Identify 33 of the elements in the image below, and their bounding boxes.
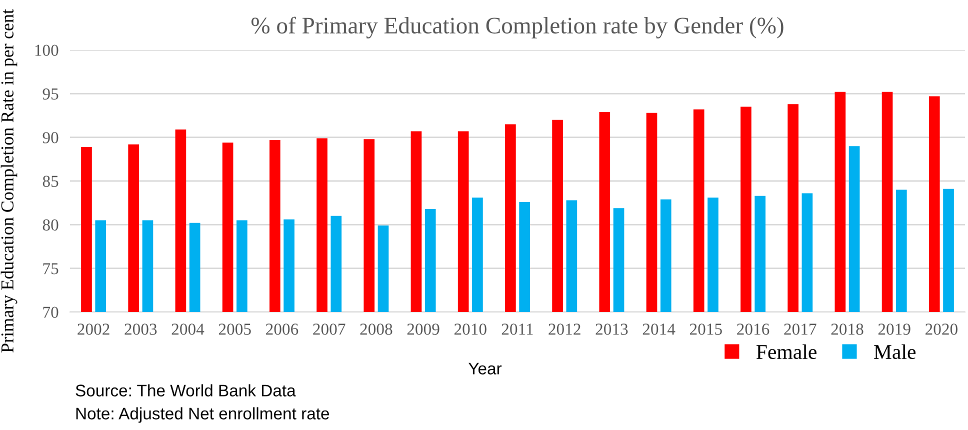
chart-title: % of Primary Education Completion rate by Gender (%) (251, 16, 784, 38)
x-tick-label: 2015 (690, 324, 722, 335)
x-tick-label: 2009 (407, 324, 440, 335)
y-tick-label: 70 (43, 306, 58, 318)
x-tick-label: 2003 (124, 324, 157, 335)
x-tick-label: 2006 (266, 324, 298, 335)
y-tick-label: 90 (42, 132, 58, 144)
legend-label: Male (874, 344, 916, 360)
x-tick-label: 2010 (454, 324, 486, 335)
x-tick-label: 2012 (548, 324, 580, 335)
x-tick-label: 2014 (642, 324, 676, 335)
text: Note: Adjusted Net enrollment rate (76, 407, 330, 423)
y-tick-label: 85 (42, 176, 58, 187)
x-tick-label: 2004 (172, 324, 204, 335)
x-tick-label: 2019 (878, 324, 910, 335)
x-tick-label: 2011 (502, 324, 533, 335)
y-tick-label: 80 (42, 219, 58, 231)
x-axis-title: Year (468, 362, 502, 374)
x-tick-label: 2017 (784, 324, 816, 335)
y-tick-label: 75 (43, 263, 58, 274)
x-tick-label: 2007 (313, 324, 346, 335)
x-tick-label: 2020 (926, 324, 958, 335)
y-axis-title: Primary Education Completion Rate in per cent (0, 9, 18, 352)
x-tick-label: 2005 (218, 324, 251, 335)
x-tick-label: 2002 (78, 324, 110, 335)
x-tick-label: 2016 (737, 324, 770, 335)
x-tick-label: 2013 (596, 324, 628, 335)
y-tick-label: 100 (35, 44, 58, 56)
x-tick-label: 2018 (831, 324, 864, 335)
source-note: Source: The World Bank Data (76, 384, 296, 396)
y-tick-label: 95 (42, 88, 58, 100)
legend-label: Female (756, 344, 816, 360)
x-tick-label: 2008 (360, 324, 392, 335)
